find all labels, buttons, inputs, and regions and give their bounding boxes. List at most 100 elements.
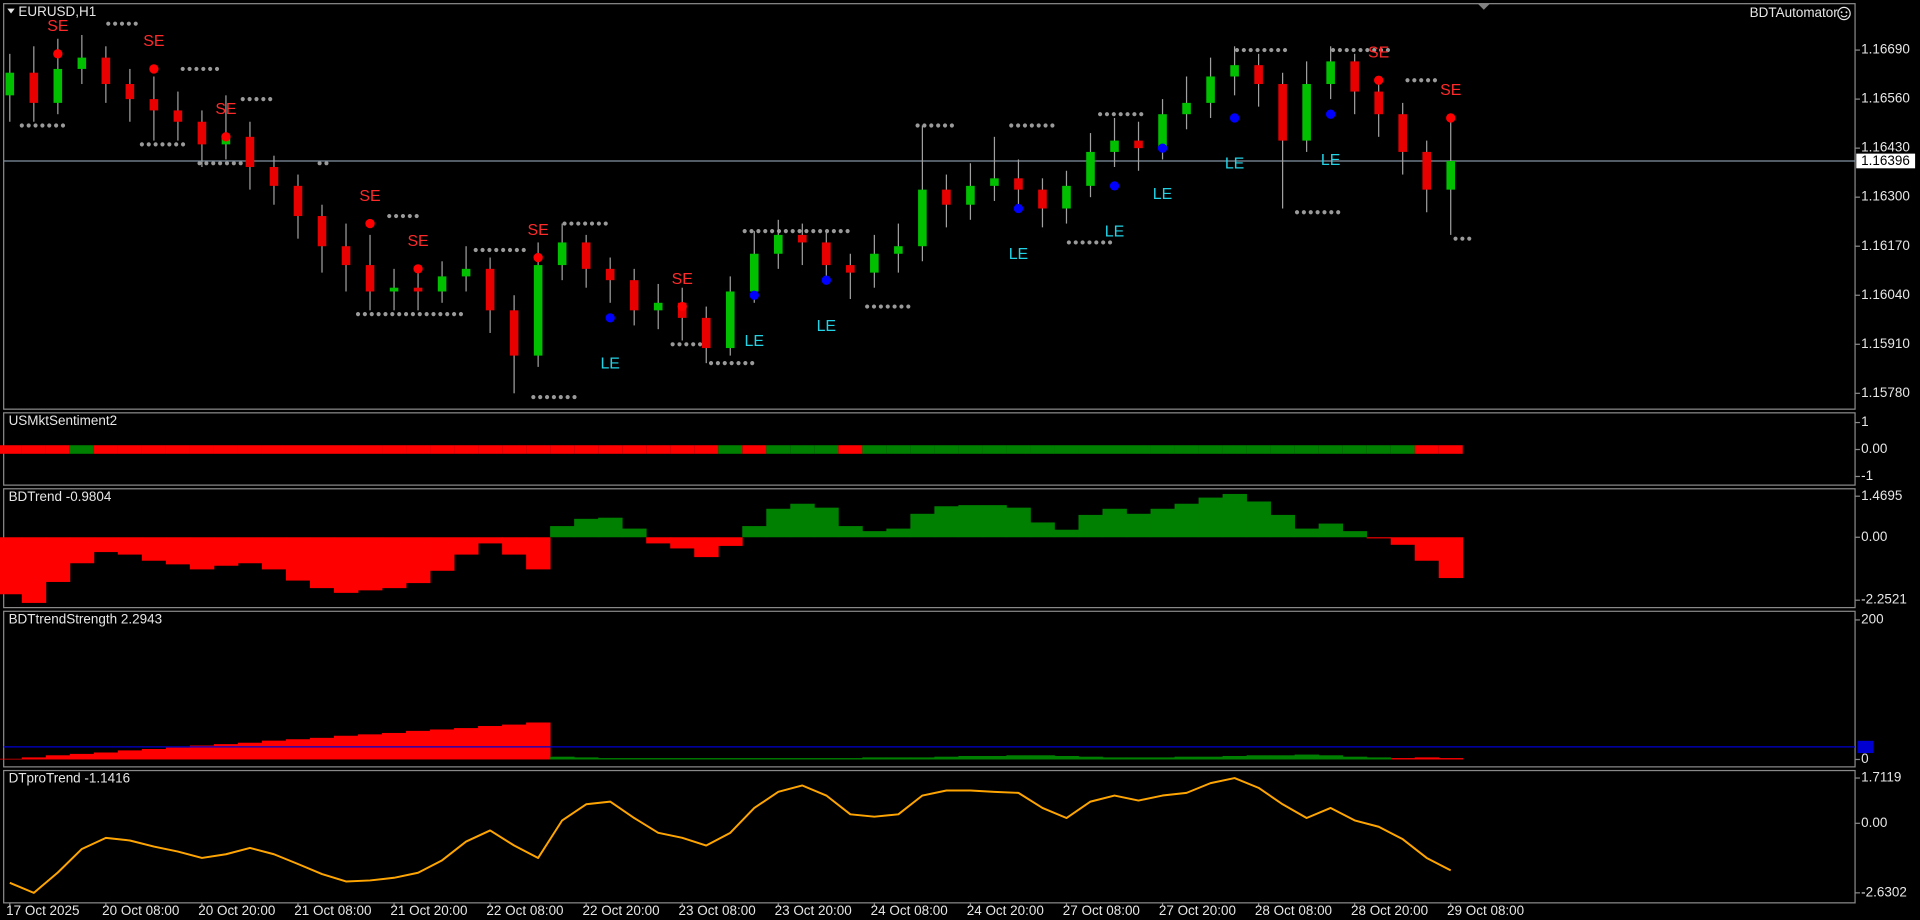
histogram-bar xyxy=(261,537,287,570)
candle-body xyxy=(894,246,903,254)
candle-body xyxy=(5,72,15,96)
sentiment-segment xyxy=(1342,445,1367,454)
histogram-bar xyxy=(718,758,743,760)
histogram-bar xyxy=(237,742,263,760)
histogram-bar xyxy=(958,755,983,760)
histogram-bar xyxy=(718,537,743,546)
candle-body xyxy=(437,276,447,292)
x-tick-label: 21 Oct 20:00 xyxy=(390,903,467,918)
pane-title: DTproTrend -1.1416 xyxy=(9,771,131,786)
sentiment-segment xyxy=(934,445,959,454)
sentiment-segment xyxy=(93,445,118,454)
candle-body xyxy=(77,57,87,69)
sentiment-segment xyxy=(285,445,310,454)
sentiment-segment xyxy=(886,445,911,454)
sentiment-segment xyxy=(1222,445,1247,454)
histogram-bar xyxy=(117,750,143,760)
x-tick-label: 23 Oct 20:00 xyxy=(775,903,852,918)
histogram-bar xyxy=(670,758,695,760)
histogram-bar xyxy=(574,518,599,538)
sentiment-segment xyxy=(1270,445,1295,454)
histogram-bar xyxy=(1030,755,1055,760)
histogram-bar xyxy=(0,537,23,595)
sentiment-segment xyxy=(430,445,455,454)
signal-dot xyxy=(365,218,375,229)
histogram-bar xyxy=(93,752,119,760)
histogram-bar xyxy=(1390,758,1416,760)
histogram-bar xyxy=(1246,501,1271,538)
y-tick-label: 0.00 xyxy=(1861,441,1887,456)
candle-body xyxy=(942,189,951,205)
x-tick-label: 28 Oct 20:00 xyxy=(1351,903,1428,918)
y-tick-label: 1.16430 xyxy=(1861,140,1910,155)
sentiment-segment xyxy=(1246,445,1271,454)
histogram-bar xyxy=(430,729,455,760)
signal-label: LE xyxy=(817,318,836,335)
histogram-bar xyxy=(670,537,695,549)
histogram-bar xyxy=(1366,537,1392,539)
histogram-bar xyxy=(1222,755,1247,760)
sentiment-segment xyxy=(862,445,887,454)
histogram-bar xyxy=(0,758,23,760)
histogram-bar xyxy=(1414,537,1440,561)
sentiment-segment xyxy=(1030,445,1055,454)
signal-label: LE xyxy=(1321,152,1340,169)
candle-body xyxy=(365,265,375,292)
signal-label: LE xyxy=(1225,156,1244,173)
histogram-bar xyxy=(814,758,839,760)
candle-body xyxy=(1086,151,1095,186)
candle-body xyxy=(389,287,399,292)
signal-label: SE xyxy=(672,271,693,288)
histogram-bar xyxy=(1006,507,1031,538)
pane-frame xyxy=(3,769,1856,904)
x-tick-label: 22 Oct 08:00 xyxy=(486,903,563,918)
histogram-bar xyxy=(1414,757,1440,760)
menu-arrow[interactable] xyxy=(7,8,15,14)
histogram-bar xyxy=(334,735,359,760)
level-marker xyxy=(1857,740,1874,754)
sentiment-segment xyxy=(1438,445,1463,454)
histogram-bar xyxy=(646,758,671,760)
y-tick-label: 1.16690 xyxy=(1861,42,1910,57)
y-tick-label: -2.6302 xyxy=(1861,884,1907,899)
pane-title: BDTrend -0.9804 xyxy=(9,489,112,504)
histogram-bar xyxy=(622,528,647,538)
histogram-bar xyxy=(598,758,623,760)
histogram-bar xyxy=(502,537,527,555)
histogram-bar xyxy=(1126,513,1151,538)
histogram-bar xyxy=(213,744,239,760)
histogram-bar xyxy=(1222,493,1247,538)
histogram-bar xyxy=(261,740,287,760)
pane-title: EURUSD,H1 xyxy=(18,4,96,19)
signal-label: LE xyxy=(1009,246,1028,263)
signal-label: SE xyxy=(1368,44,1389,61)
x-tick-label: 17 Oct 2025 xyxy=(6,903,79,918)
histogram-bar xyxy=(1150,508,1175,538)
y-tick-label: 1.15910 xyxy=(1861,336,1910,351)
histogram-bar xyxy=(309,537,335,589)
signal-dot xyxy=(749,290,759,300)
histogram-bar xyxy=(1078,514,1103,538)
x-tick-label: 20 Oct 08:00 xyxy=(102,903,179,918)
histogram-bar xyxy=(550,526,575,538)
expert-smiley xyxy=(1837,6,1851,21)
sentiment-segment xyxy=(141,445,166,454)
histogram-bar xyxy=(1318,755,1344,760)
x-tick-label: 29 Oct 08:00 xyxy=(1447,903,1524,918)
histogram-bar xyxy=(1294,754,1320,760)
candle-body xyxy=(485,268,495,311)
sentiment-segment xyxy=(213,445,238,454)
candle-body xyxy=(341,246,351,266)
sentiment-segment xyxy=(718,445,743,454)
candle-body xyxy=(1422,151,1431,190)
sentiment-segment xyxy=(838,445,863,454)
histogram-bar xyxy=(382,732,407,760)
sentiment-segment xyxy=(790,445,815,454)
signal-label: LE xyxy=(600,356,619,373)
y-tick-label: 200 xyxy=(1861,612,1883,627)
histogram-bar xyxy=(141,537,167,561)
candle-body xyxy=(317,216,327,247)
signal-dot xyxy=(149,64,159,74)
